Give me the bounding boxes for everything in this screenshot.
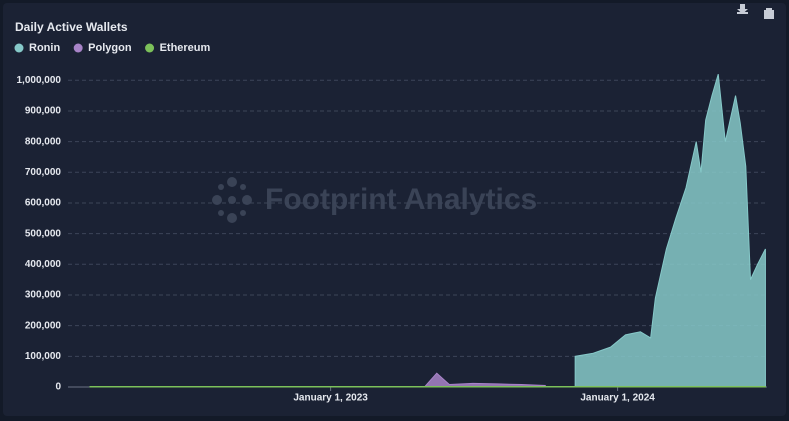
- chart-title: Daily Active Wallets: [15, 20, 128, 34]
- y-tick-label: 600,000: [25, 198, 62, 209]
- x-tick-label: January 1, 2024: [580, 393, 655, 404]
- legend-marker: [145, 43, 155, 53]
- y-tick-label: 0: [55, 382, 61, 393]
- export-icon[interactable]: [764, 8, 774, 19]
- y-tick-label: 1,000,000: [17, 75, 62, 86]
- y-tick-label: 700,000: [25, 167, 62, 178]
- y-tick-label: 900,000: [25, 106, 62, 117]
- watermark: Footprint Analytics: [265, 183, 537, 216]
- legend-marker: [14, 43, 24, 53]
- download-arrow[interactable]: [737, 4, 748, 14]
- y-tick-label: 200,000: [25, 320, 62, 331]
- y-tick-label: 100,000: [25, 351, 62, 362]
- watermark-logo: [212, 177, 252, 223]
- x-tick-label: January 1, 2023: [293, 393, 368, 404]
- legend-label: Polygon: [88, 42, 132, 54]
- y-tick-label: 300,000: [25, 290, 62, 301]
- series-area: [574, 73, 766, 388]
- legend-label: Ethereum: [160, 42, 211, 54]
- toolbar[interactable]: [737, 4, 774, 19]
- y-tick-label: 400,000: [25, 259, 62, 270]
- legend-marker: [73, 43, 83, 53]
- panel: [3, 3, 786, 416]
- legend-label: Ronin: [29, 42, 60, 54]
- y-tick-label: 500,000: [25, 228, 62, 239]
- y-tick-label: 800,000: [25, 136, 62, 147]
- legend: Ronin Polygon Ethereum: [14, 42, 211, 54]
